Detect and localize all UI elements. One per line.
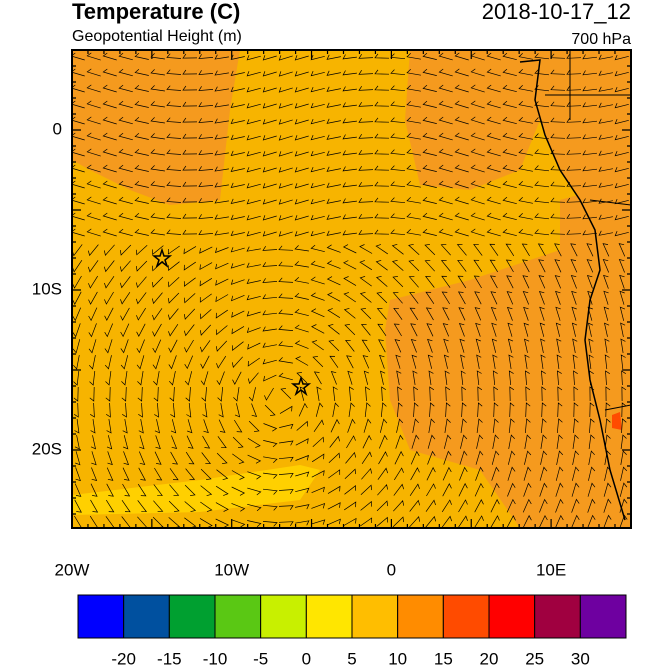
- level: 700 hPa: [571, 31, 631, 48]
- colorbar-box: [534, 594, 581, 639]
- coastline: [519, 59, 626, 521]
- border: [545, 50, 631, 411]
- colorbar-label: 25: [525, 649, 544, 667]
- lat-label: 10S: [32, 279, 62, 298]
- lon-label: 0: [387, 560, 396, 579]
- colorbar-box: [260, 594, 307, 639]
- tick-marks: [71, 49, 632, 528]
- colorbar-box: [397, 594, 444, 639]
- subtitle: Geopotential Height (m): [72, 28, 242, 45]
- lon-label: 10E: [536, 560, 566, 579]
- colorbar-box: [77, 594, 125, 639]
- colorbar-label: 15: [434, 649, 453, 667]
- map-area: [72, 50, 631, 528]
- colorbar-label: 30: [571, 649, 590, 667]
- star-marker: [290, 375, 312, 397]
- lat-label: 0: [53, 119, 62, 138]
- cool-region: [72, 465, 320, 515]
- colorbar-box: [442, 594, 490, 639]
- date: 2018-10-17_12: [482, 0, 631, 24]
- colorbar-label: 20: [480, 649, 499, 667]
- warm-region: [405, 50, 560, 190]
- colorbar-label: -20: [111, 649, 136, 667]
- colorbar-label: 5: [347, 649, 356, 667]
- title: Temperature (C): [72, 0, 240, 24]
- wind-barbs: [72, 52, 629, 528]
- hot-spot: [612, 412, 622, 430]
- star-marker: [151, 247, 173, 269]
- colorbar-box: [123, 594, 170, 639]
- colorbar-label: -10: [203, 649, 228, 667]
- lon-label: 20W: [55, 560, 90, 579]
- colorbar-label: -5: [253, 649, 268, 667]
- colorbar-box: [305, 594, 353, 639]
- colorbar-box: [579, 594, 627, 639]
- colorbar: -20 -15 -10 -5 0 5 10 15 20 25 30: [77, 594, 627, 667]
- colorbar-box: [351, 594, 399, 639]
- warm-region: [72, 50, 240, 205]
- ticks: 0 10S 20S 20W 10W 0 10E: [32, 49, 632, 579]
- map-frame: [71, 49, 632, 529]
- colorbar-box: [488, 594, 536, 639]
- colorbar-box: [168, 594, 216, 639]
- colorbar-label: -15: [157, 649, 182, 667]
- lat-label: 20S: [32, 439, 62, 458]
- colorbar-label: 10: [388, 649, 407, 667]
- barb-set: [72, 52, 629, 528]
- lon-label: 10W: [214, 560, 249, 579]
- colorbar-box: [214, 594, 262, 639]
- colorbar-label: 0: [302, 649, 311, 667]
